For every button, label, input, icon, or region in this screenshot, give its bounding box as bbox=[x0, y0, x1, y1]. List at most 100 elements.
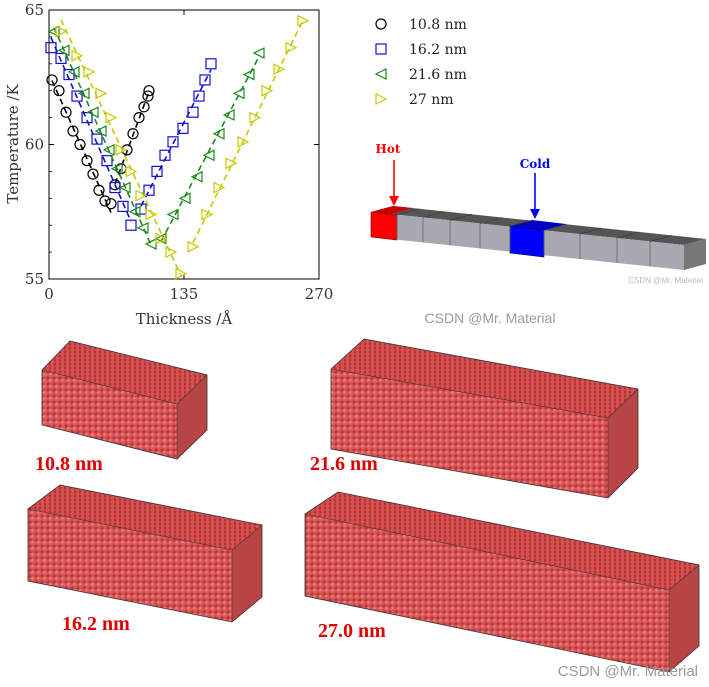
data-point bbox=[57, 44, 70, 57]
diagram-watermark: CSDN @Mr. Material bbox=[628, 276, 703, 285]
hot-block bbox=[370, 211, 398, 241]
series-2 bbox=[47, 25, 265, 251]
structure-16-2nm: 16.2 nm bbox=[27, 484, 263, 635]
legend-label: 16.2 nm bbox=[409, 42, 467, 58]
data-point bbox=[187, 106, 199, 118]
data-point bbox=[193, 90, 205, 102]
data-point bbox=[115, 143, 128, 156]
data-point bbox=[225, 157, 238, 170]
data-point bbox=[205, 58, 217, 70]
fit-line bbox=[51, 80, 112, 213]
data-point bbox=[94, 125, 107, 138]
label-21-6nm: 21.6 nm bbox=[310, 453, 378, 475]
data-point bbox=[261, 84, 274, 97]
data-point bbox=[53, 85, 65, 97]
data-point bbox=[87, 168, 99, 180]
data-point bbox=[285, 41, 298, 54]
legend-label: 21.6 nm bbox=[409, 67, 467, 83]
data-point bbox=[237, 135, 250, 148]
data-point bbox=[297, 14, 310, 27]
data-point bbox=[159, 149, 171, 161]
data-point bbox=[143, 184, 155, 196]
data-point bbox=[55, 25, 68, 38]
data-point bbox=[71, 49, 84, 62]
label-10-8nm: 10.8 nm bbox=[35, 453, 103, 475]
data-point bbox=[375, 93, 388, 105]
data-point bbox=[199, 74, 211, 86]
label-27-0nm: 27.0 nm bbox=[318, 620, 386, 642]
data-point bbox=[175, 267, 188, 280]
segment-top-divider bbox=[649, 235, 673, 242]
legend-label: 27 nm bbox=[409, 92, 454, 108]
data-point bbox=[47, 25, 60, 38]
data-point bbox=[375, 43, 387, 55]
data-point bbox=[118, 181, 131, 194]
fit-line bbox=[50, 37, 132, 222]
data-point bbox=[55, 52, 67, 65]
segment-top-divider bbox=[579, 227, 603, 235]
data-point bbox=[145, 208, 158, 221]
fit-line bbox=[192, 20, 304, 244]
bar-end-face bbox=[684, 239, 706, 270]
data-point bbox=[143, 85, 155, 97]
data-point bbox=[165, 246, 178, 259]
segment-top-divider bbox=[616, 231, 640, 239]
structure-27-0nm: 27.0 nm bbox=[304, 491, 700, 673]
series-3 bbox=[55, 14, 310, 280]
data-point bbox=[93, 184, 105, 196]
data-point bbox=[91, 133, 103, 145]
data-point bbox=[232, 87, 245, 100]
chart-legend: 10.8 nm 16.2 nm 21.6 nm 27 nm bbox=[374, 17, 467, 108]
data-point bbox=[125, 219, 137, 231]
structure-10-8nm: 10.8 nm bbox=[35, 340, 208, 475]
data-point bbox=[83, 65, 96, 78]
data-point bbox=[110, 162, 123, 175]
data-point bbox=[67, 65, 80, 78]
data-point bbox=[178, 192, 191, 205]
fit-line bbox=[114, 91, 150, 185]
x-tick-label: 270 bbox=[305, 285, 334, 303]
data-point bbox=[252, 47, 265, 60]
data-point bbox=[273, 63, 286, 76]
data-point bbox=[142, 90, 154, 102]
x-tick-label: 135 bbox=[170, 285, 199, 303]
data-point bbox=[67, 125, 79, 137]
data-point bbox=[249, 111, 262, 124]
y-tick-label: 65 bbox=[25, 1, 44, 19]
data-point bbox=[155, 232, 168, 245]
data-point bbox=[187, 240, 200, 253]
data-point bbox=[136, 221, 149, 234]
y-tick-label: 55 bbox=[25, 270, 44, 288]
segment-top-divider bbox=[422, 211, 446, 218]
bottom-watermark: CSDN @Mr. Material bbox=[558, 663, 698, 680]
data-point bbox=[105, 111, 118, 124]
hot-label: Hot bbox=[376, 142, 401, 156]
data-point bbox=[81, 111, 93, 124]
data-point bbox=[133, 111, 145, 124]
x-tick-label: 0 bbox=[44, 285, 54, 303]
data-point bbox=[102, 143, 115, 156]
hot-arrowhead bbox=[389, 196, 399, 206]
data-point bbox=[166, 208, 179, 221]
series-layer bbox=[45, 14, 310, 280]
segment-top-divider bbox=[543, 223, 567, 231]
data-point bbox=[138, 101, 150, 113]
data-point bbox=[71, 90, 83, 102]
data-point bbox=[167, 136, 179, 148]
data-point bbox=[46, 74, 58, 86]
data-point bbox=[117, 200, 129, 212]
data-point bbox=[45, 42, 57, 54]
middle-watermark: CSDN @Mr. Material bbox=[425, 310, 556, 326]
data-point bbox=[151, 165, 163, 177]
fit-line bbox=[160, 56, 260, 242]
data-point bbox=[177, 122, 189, 134]
segment-top-divider bbox=[509, 220, 533, 227]
axis-ticks bbox=[48, 9, 320, 280]
data-point bbox=[374, 68, 387, 80]
temperature-chart: 0 135 270 55 60 65 Thickness /Å Temperature … bbox=[4, 1, 467, 328]
data-point bbox=[74, 138, 86, 151]
data-point bbox=[222, 108, 235, 121]
plot-frame bbox=[48, 9, 320, 280]
series-0 bbox=[46, 74, 155, 213]
